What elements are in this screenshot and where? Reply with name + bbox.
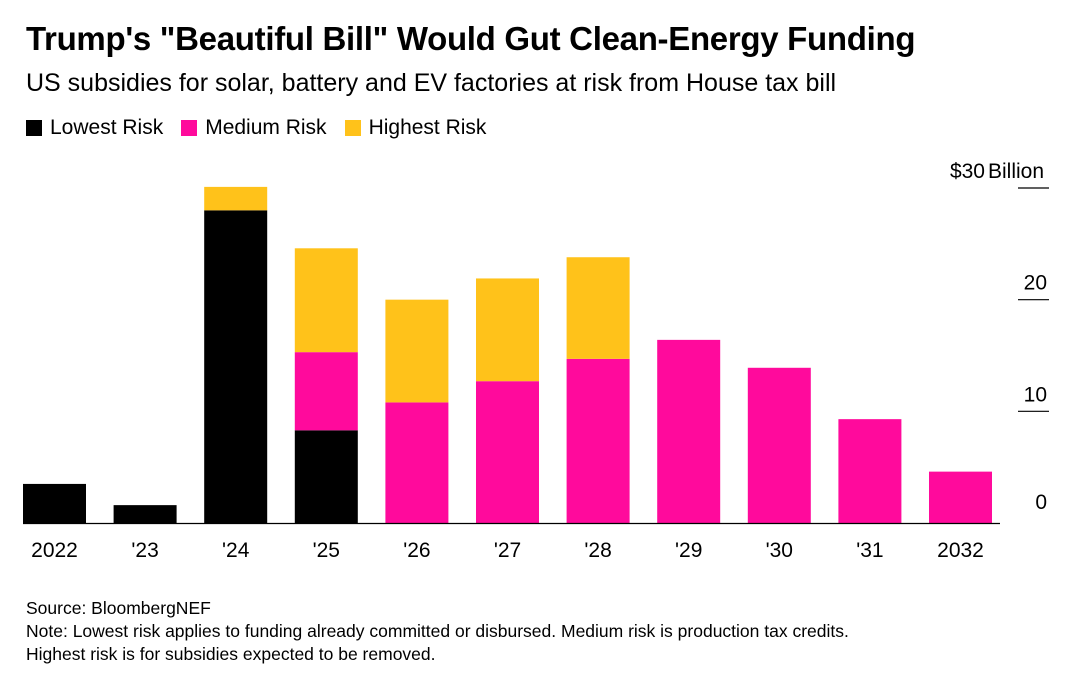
footer: Source: BloombergNEF Note: Lowest risk a… <box>26 597 849 666</box>
bar-segment-medium-risk <box>294 352 358 431</box>
y-tick-label: 10 <box>1024 383 1047 406</box>
bar-segment-medium-risk <box>929 471 992 523</box>
x-tick-label: 2022 <box>31 539 78 562</box>
legend: Lowest Risk Medium Risk Highest Risk <box>26 116 504 140</box>
legend-swatch-medium <box>181 120 198 136</box>
bar-segment-lowest-risk <box>204 210 268 524</box>
bar-segment-medium-risk <box>747 367 811 523</box>
bar-segment-medium-risk <box>838 419 902 523</box>
y-unit-label: Billion <box>988 160 1044 183</box>
bar-segment-highest-risk <box>385 299 449 403</box>
note-line-1: Note: Lowest risk applies to funding alr… <box>26 621 849 641</box>
x-tick-label: '27 <box>494 539 521 562</box>
x-tick-label: '29 <box>675 539 702 562</box>
bar-segment-highest-risk <box>204 186 268 211</box>
legend-item-highest: Highest Risk <box>344 116 487 140</box>
legend-label-medium: Medium Risk <box>205 116 327 139</box>
source-text: Source: BloombergNEF <box>26 598 211 618</box>
legend-item-medium: Medium Risk <box>181 116 327 140</box>
bar-segment-medium-risk <box>385 402 449 523</box>
legend-swatch-highest <box>344 120 361 136</box>
x-tick-label: 2032 <box>937 539 984 562</box>
legend-label-lowest: Lowest Risk <box>50 116 164 139</box>
bar-segment-highest-risk <box>294 248 358 353</box>
chart-title: Trump's "Beautiful Bill" Would Gut Clean… <box>26 20 916 57</box>
bar-segment-highest-risk <box>566 257 630 359</box>
bar-segment-medium-risk <box>657 339 721 523</box>
x-tick-label: '25 <box>313 539 340 562</box>
legend-label-highest: Highest Risk <box>368 116 487 139</box>
chart-subtitle: US subsidies for solar, battery and EV f… <box>26 69 837 97</box>
x-tick-label: '23 <box>131 539 158 562</box>
note-line-2: Highest risk is for subsidies expected t… <box>26 644 436 664</box>
bar-segment-lowest-risk <box>294 430 358 523</box>
y-tick-label: $30 <box>950 160 985 183</box>
bar-segment-medium-risk <box>476 381 539 523</box>
bar-segment-lowest-risk <box>113 505 177 523</box>
bar-chart: 2022 '23 '24 '25 '26 '27 '28 '29 '30 '31 2032 0 10 20… <box>23 160 1049 562</box>
y-tick-label: 0 <box>1035 491 1047 514</box>
x-tick-label: '31 <box>856 539 883 562</box>
legend-item-lowest: Lowest Risk <box>26 116 163 140</box>
y-tick-label: 20 <box>1024 272 1047 295</box>
bar-segment-lowest-risk <box>23 483 86 523</box>
x-tick-label: '26 <box>403 539 430 562</box>
legend-swatch-lowest <box>26 120 42 136</box>
x-tick-label: '28 <box>584 539 611 562</box>
x-tick-label: '30 <box>766 539 793 562</box>
bar-segment-medium-risk <box>566 358 630 523</box>
bar-segment-highest-risk <box>476 278 539 382</box>
x-tick-label: '24 <box>222 539 250 562</box>
